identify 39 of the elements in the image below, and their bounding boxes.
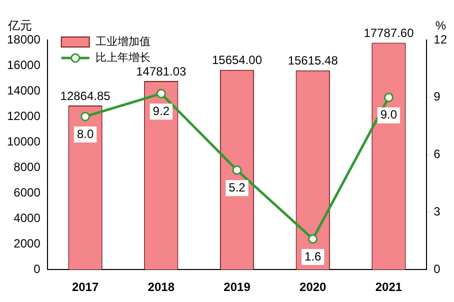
x-tick-label: 2019	[224, 280, 251, 294]
y2-tick-label: 3	[434, 204, 441, 219]
point	[308, 234, 318, 244]
data-label: 1.6	[304, 249, 322, 264]
legend-label: 比上年增长	[95, 51, 150, 64]
data-label: 15654.00	[212, 53, 262, 68]
y-tick-label: 12000	[6, 108, 41, 123]
y-tick-label: 0	[34, 262, 41, 276]
x-tick-label: 2021	[375, 280, 402, 294]
point	[80, 112, 90, 122]
data-label: 15615.48	[288, 54, 338, 68]
point	[156, 88, 166, 98]
point	[232, 165, 242, 175]
x-tick-label: 2018	[148, 280, 175, 294]
data-label: 17787.60	[364, 26, 414, 40]
y-tick-label: 16000	[6, 58, 41, 72]
data-label: 9.2	[152, 104, 170, 118]
y-tick-label: 6000	[14, 185, 41, 200]
y-tick-label: 14000	[6, 83, 41, 98]
y2-tick-label: 0	[434, 262, 441, 276]
x-tick-label: 2020	[300, 280, 327, 294]
y-tick-label: 4000	[14, 210, 41, 225]
y-axis-title: 亿元	[7, 18, 32, 32]
y2-tick-label: 6	[434, 147, 441, 162]
y2-tick-label: 9	[434, 90, 441, 104]
data-label: 5.2	[228, 180, 246, 194]
y-tick-label: 8000	[14, 160, 41, 174]
data-label: 12864.85	[60, 88, 111, 103]
data-label: 9.0	[380, 108, 398, 122]
y-tick-label: 10000	[6, 134, 41, 148]
y-tick-label: 2000	[14, 236, 41, 250]
legend-label: 工业增加值	[95, 35, 150, 48]
y2-axis-title: %	[435, 18, 446, 32]
y2-tick-label: 12	[434, 32, 448, 46]
y-tick-label: 18000	[6, 32, 41, 46]
data-label: 14781.03	[136, 64, 186, 78]
x-tick-label: 2017	[72, 280, 99, 294]
data-label: 8.0	[76, 126, 94, 141]
point	[384, 92, 394, 102]
